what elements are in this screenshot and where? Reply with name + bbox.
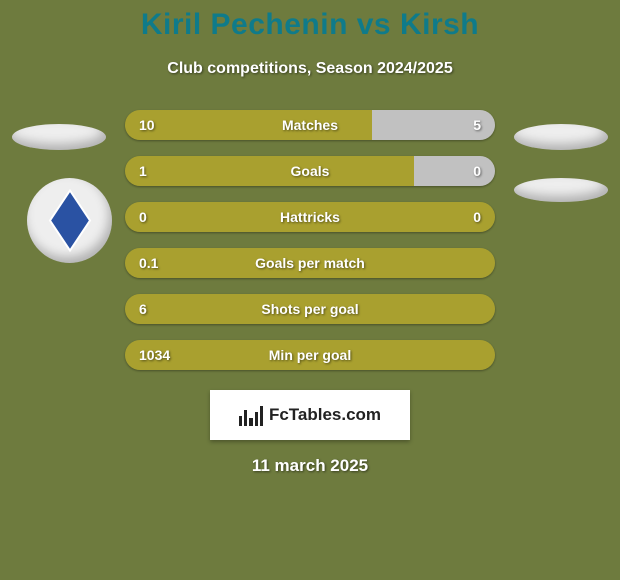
brand-bars-icon [239, 404, 263, 426]
brand-box: FcTables.com [210, 390, 410, 440]
metric-row: 1034Min per goal [125, 340, 495, 370]
metric-label: Shots per goal [125, 294, 495, 324]
metric-row: 0.1Goals per match [125, 248, 495, 278]
metric-label: Matches [125, 110, 495, 140]
comparison-infographic: Kiril Pechenin vs Kirsh Club competition… [0, 0, 620, 580]
metrics-area: 105Matches 10Goals 00Hattricks 0.1Goals per… [0, 110, 620, 476]
metric-label: Goals [125, 156, 495, 186]
metric-label: Min per goal [125, 340, 495, 370]
metric-row: 10Goals [125, 156, 495, 186]
date-text: 11 march 2025 [0, 456, 620, 476]
metric-row: 6Shots per goal [125, 294, 495, 324]
subtitle: Club competitions, Season 2024/2025 [0, 60, 620, 78]
page-title: Kiril Pechenin vs Kirsh [0, 0, 620, 42]
metric-row: 00Hattricks [125, 202, 495, 232]
metric-label: Goals per match [125, 248, 495, 278]
metric-label: Hattricks [125, 202, 495, 232]
metric-row: 105Matches [125, 110, 495, 140]
metric-rows-container: 105Matches 10Goals 00Hattricks 0.1Goals per… [125, 110, 495, 370]
brand-text: FcTables.com [269, 405, 381, 425]
